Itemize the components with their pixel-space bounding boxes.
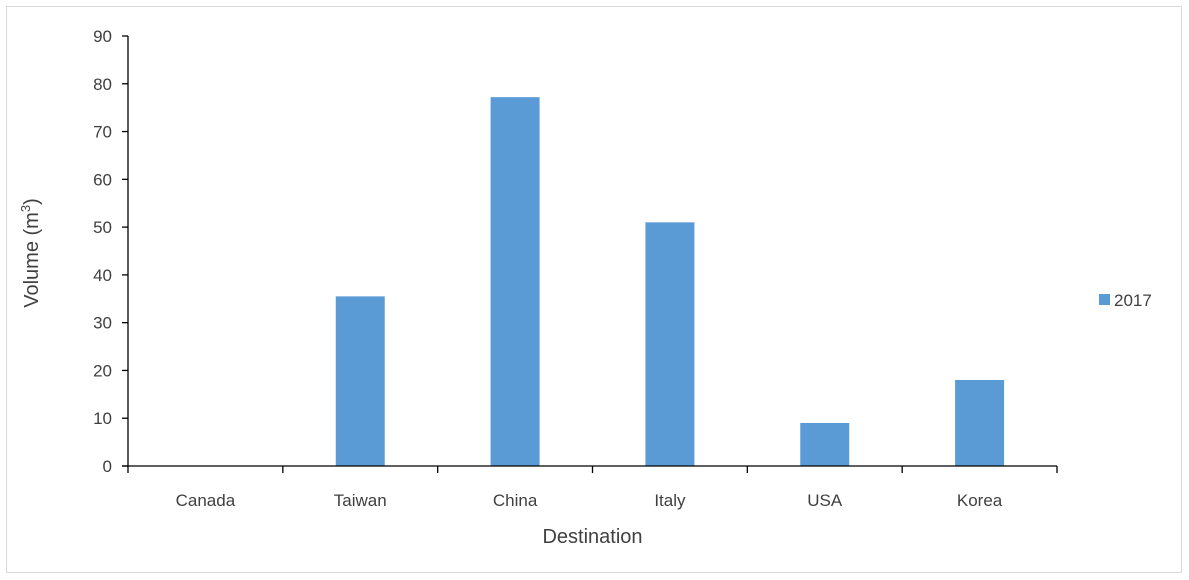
- x-tick-label: Korea: [957, 491, 1003, 510]
- bar-china: [490, 97, 540, 467]
- y-tick-label: 40: [93, 266, 112, 285]
- y-tick-label: 70: [93, 123, 112, 142]
- legend-label: 2017: [1114, 291, 1152, 310]
- y-tick-label: 10: [93, 409, 112, 428]
- y-axis-title: Volume (m3): [18, 198, 43, 308]
- bar-italy: [645, 222, 695, 466]
- bar-korea: [955, 380, 1005, 466]
- axes: [122, 36, 1057, 467]
- y-axis-title-superscript: 3: [18, 205, 33, 212]
- y-axis-title-main: Volume (m: [21, 212, 43, 308]
- x-tick-label: Canada: [176, 491, 236, 510]
- x-tick-label: Taiwan: [334, 491, 387, 510]
- x-axis-ticks: Canada Taiwan China Italy USA Korea: [127, 466, 1058, 510]
- bars: [335, 97, 1005, 467]
- legend-swatch: [1099, 294, 1110, 305]
- y-tick-label: 60: [93, 170, 112, 189]
- y-axis-ticks: 0 10 20 30 40 50 60 70 80 90: [93, 27, 128, 476]
- x-axis-title: Destination: [542, 526, 642, 548]
- legend: 2017: [1099, 291, 1152, 310]
- x-tick-label: China: [493, 491, 538, 510]
- y-tick-label: 90: [93, 27, 112, 46]
- chart-frame: [6, 6, 1182, 573]
- bar-usa: [800, 423, 850, 466]
- y-axis-title-end: ): [21, 198, 43, 205]
- x-tick-label: USA: [807, 491, 843, 510]
- y-tick-label: 50: [93, 218, 112, 237]
- bar-taiwan: [335, 296, 385, 466]
- y-tick-label: 80: [93, 75, 112, 94]
- y-tick-label: 20: [93, 361, 112, 380]
- y-tick-label: 0: [103, 457, 112, 476]
- y-tick-label: 30: [93, 314, 112, 333]
- x-tick-label: Italy: [654, 491, 686, 510]
